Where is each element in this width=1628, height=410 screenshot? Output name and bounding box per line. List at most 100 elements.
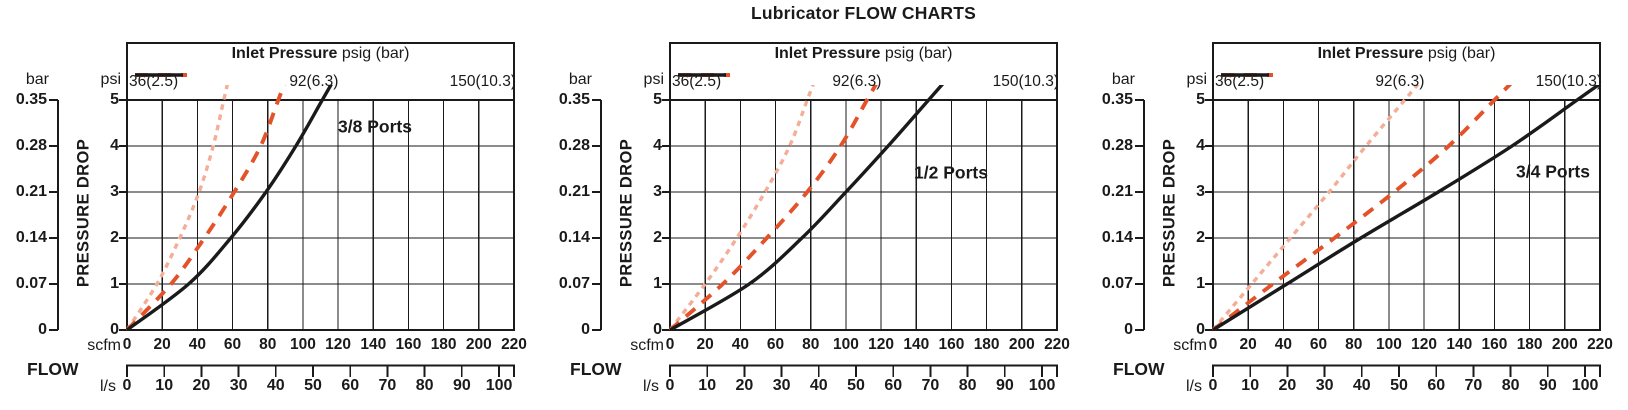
ls-tick-label: 10 <box>698 377 717 394</box>
scfm-tick-label: 20 <box>1239 336 1257 353</box>
ls-tick-label: 40 <box>809 377 828 394</box>
scfm-tick-label: 140 <box>1446 336 1473 353</box>
plot-border <box>126 42 515 331</box>
ls-tick-label: 20 <box>1278 377 1297 394</box>
chart-plot-svg <box>592 42 1058 377</box>
bar-unit-label: bar <box>1111 71 1135 88</box>
ls-unit-label: l/s <box>1186 378 1202 395</box>
scfm-tick-label: 160 <box>1481 336 1508 353</box>
scfm-tick-label: 0 <box>122 336 132 353</box>
psi-tick-label: 0 <box>1196 321 1205 338</box>
scfm-tick-label: 100 <box>289 336 316 353</box>
legend-item-92-6-3-: 92(6.3) <box>1221 72 1425 91</box>
ls-tick-label: 20 <box>192 377 211 394</box>
scfm-tick-label: 80 <box>1345 336 1363 353</box>
curve-92-6-3- <box>669 85 878 331</box>
port-size-label: 1/2 Ports <box>914 162 988 183</box>
ls-tick-label: 100 <box>485 377 513 394</box>
curves-group <box>669 85 945 331</box>
scfm-tick-label: 0 <box>665 336 675 353</box>
scfm-tick-label: 180 <box>973 336 1000 353</box>
scfm-tick-label: 140 <box>903 336 930 353</box>
scfm-tick-label: 220 <box>501 336 527 353</box>
bar-tick-label: 0.07 <box>1101 275 1133 292</box>
scfm-tick-label: 120 <box>1411 336 1438 353</box>
ls-unit-label: l/s <box>100 378 116 395</box>
chart-panel-3-8-ports: bar psi 0.35 0.28 0.21 0.14 0.07 0 5 4 3 2 1 0 PRESSUR… <box>0 0 543 410</box>
bar-tick-label: 0 <box>1124 321 1133 338</box>
scfm-tick-label: 180 <box>430 336 457 353</box>
ls-tick-label: 60 <box>341 377 360 394</box>
ls-tick-label: 50 <box>1390 377 1408 394</box>
x-axis-title: FLOW <box>570 359 622 379</box>
bar-unit-label: bar <box>25 71 49 88</box>
scfm-tick-label: 160 <box>395 336 422 353</box>
psi-tick-label: 4 <box>1196 137 1205 154</box>
psi-tick-label: 5 <box>110 91 119 108</box>
ls-tick-label: 20 <box>735 377 754 394</box>
bar-tick-label: 0.35 <box>15 91 47 108</box>
legend-item-label: 150(10.3) <box>992 73 1059 90</box>
ls-tick-label: 90 <box>452 377 471 394</box>
legend-row: 36(2.5) 92(6.3) 150(10.3) <box>1213 70 1604 94</box>
bar-tick-label: 0.07 <box>15 275 47 292</box>
plot-border <box>669 42 1058 331</box>
ls-tick-label: 60 <box>884 377 903 394</box>
legend-row: 36(2.5) 92(6.3) 150(10.3) <box>670 70 1061 94</box>
psi-tick-label: 0 <box>110 321 119 338</box>
legend-line-sample-solid <box>1221 73 1269 77</box>
legend-title-bold: Inlet Pressure <box>231 45 338 62</box>
legend-item-150-10-3-: 150(10.3) <box>135 73 516 91</box>
curve-150-10-3- <box>126 85 333 331</box>
legend-item-label: 150(10.3) <box>449 73 516 90</box>
bar-tick-label: 0.21 <box>15 183 47 200</box>
psi-tick-label: 2 <box>653 229 662 246</box>
chart-plot-svg <box>49 42 515 377</box>
port-size-label: 3/8 Ports <box>338 116 412 137</box>
psi-tick-label: 5 <box>653 91 662 108</box>
bar-unit-label: bar <box>568 71 592 88</box>
ls-tick-label: 80 <box>415 377 434 394</box>
port-size-label: 3/4 Ports <box>1516 161 1590 182</box>
chart-panel-1-2-ports: bar psi 0.35 0.28 0.21 0.14 0.07 0 5 4 3 2 1 0 PRESSUR… <box>543 0 1086 410</box>
legend-item-150-10-3-: 150(10.3) <box>1221 73 1602 91</box>
scfm-tick-label: 220 <box>1587 336 1613 353</box>
scfm-tick-label: 120 <box>325 336 352 353</box>
curve-36-2-5- <box>1212 85 1420 331</box>
ls-tick-label: 100 <box>1571 377 1599 394</box>
legend-line-sample-solid <box>135 73 183 77</box>
y-axis-title: PRESSURE DROP <box>74 138 93 288</box>
psi-tick-label: 3 <box>653 183 662 200</box>
bar-tick-label: 0.14 <box>558 229 590 246</box>
ls-tick-label: 0 <box>122 377 132 394</box>
scfm-tick-label: 40 <box>1274 336 1292 353</box>
scfm-unit-label: scfm <box>1173 337 1207 354</box>
bar-tick-label: 0.35 <box>1101 91 1133 108</box>
ls-unit-label: l/s <box>643 378 659 395</box>
legend-item-label: 92(6.3) <box>832 73 882 90</box>
bar-tick-label: 0 <box>581 321 590 338</box>
ls-tick-label: 70 <box>378 377 397 394</box>
scfm-tick-label: 220 <box>1044 336 1070 353</box>
scfm-unit-label: scfm <box>630 337 664 354</box>
scfm-tick-label: 60 <box>223 336 242 353</box>
curve-92-6-3- <box>126 85 287 331</box>
scfm-tick-label: 20 <box>153 336 171 353</box>
ls-tick-label: 80 <box>1501 377 1520 394</box>
legend-item-label: 92(6.3) <box>1375 73 1425 90</box>
ls-tick-label: 50 <box>847 377 865 394</box>
curve-150-10-3- <box>1212 85 1602 331</box>
scfm-tick-label: 20 <box>696 336 714 353</box>
legend-item-label: 150(10.3) <box>1535 73 1602 90</box>
legend-item-label: 36(2.5) <box>129 73 179 90</box>
ls-tick-label: 70 <box>921 377 940 394</box>
ls-tick-label: 30 <box>772 377 791 394</box>
ls-tick-label: 70 <box>1464 377 1483 394</box>
ls-tick-label: 60 <box>1427 377 1446 394</box>
curve-36-2-5- <box>669 85 815 331</box>
scfm-tick-label: 0 <box>1208 336 1218 353</box>
scfm-tick-label: 160 <box>938 336 965 353</box>
legend-item-92-6-3-: 92(6.3) <box>678 72 882 91</box>
scfm-tick-label: 200 <box>1008 336 1035 353</box>
